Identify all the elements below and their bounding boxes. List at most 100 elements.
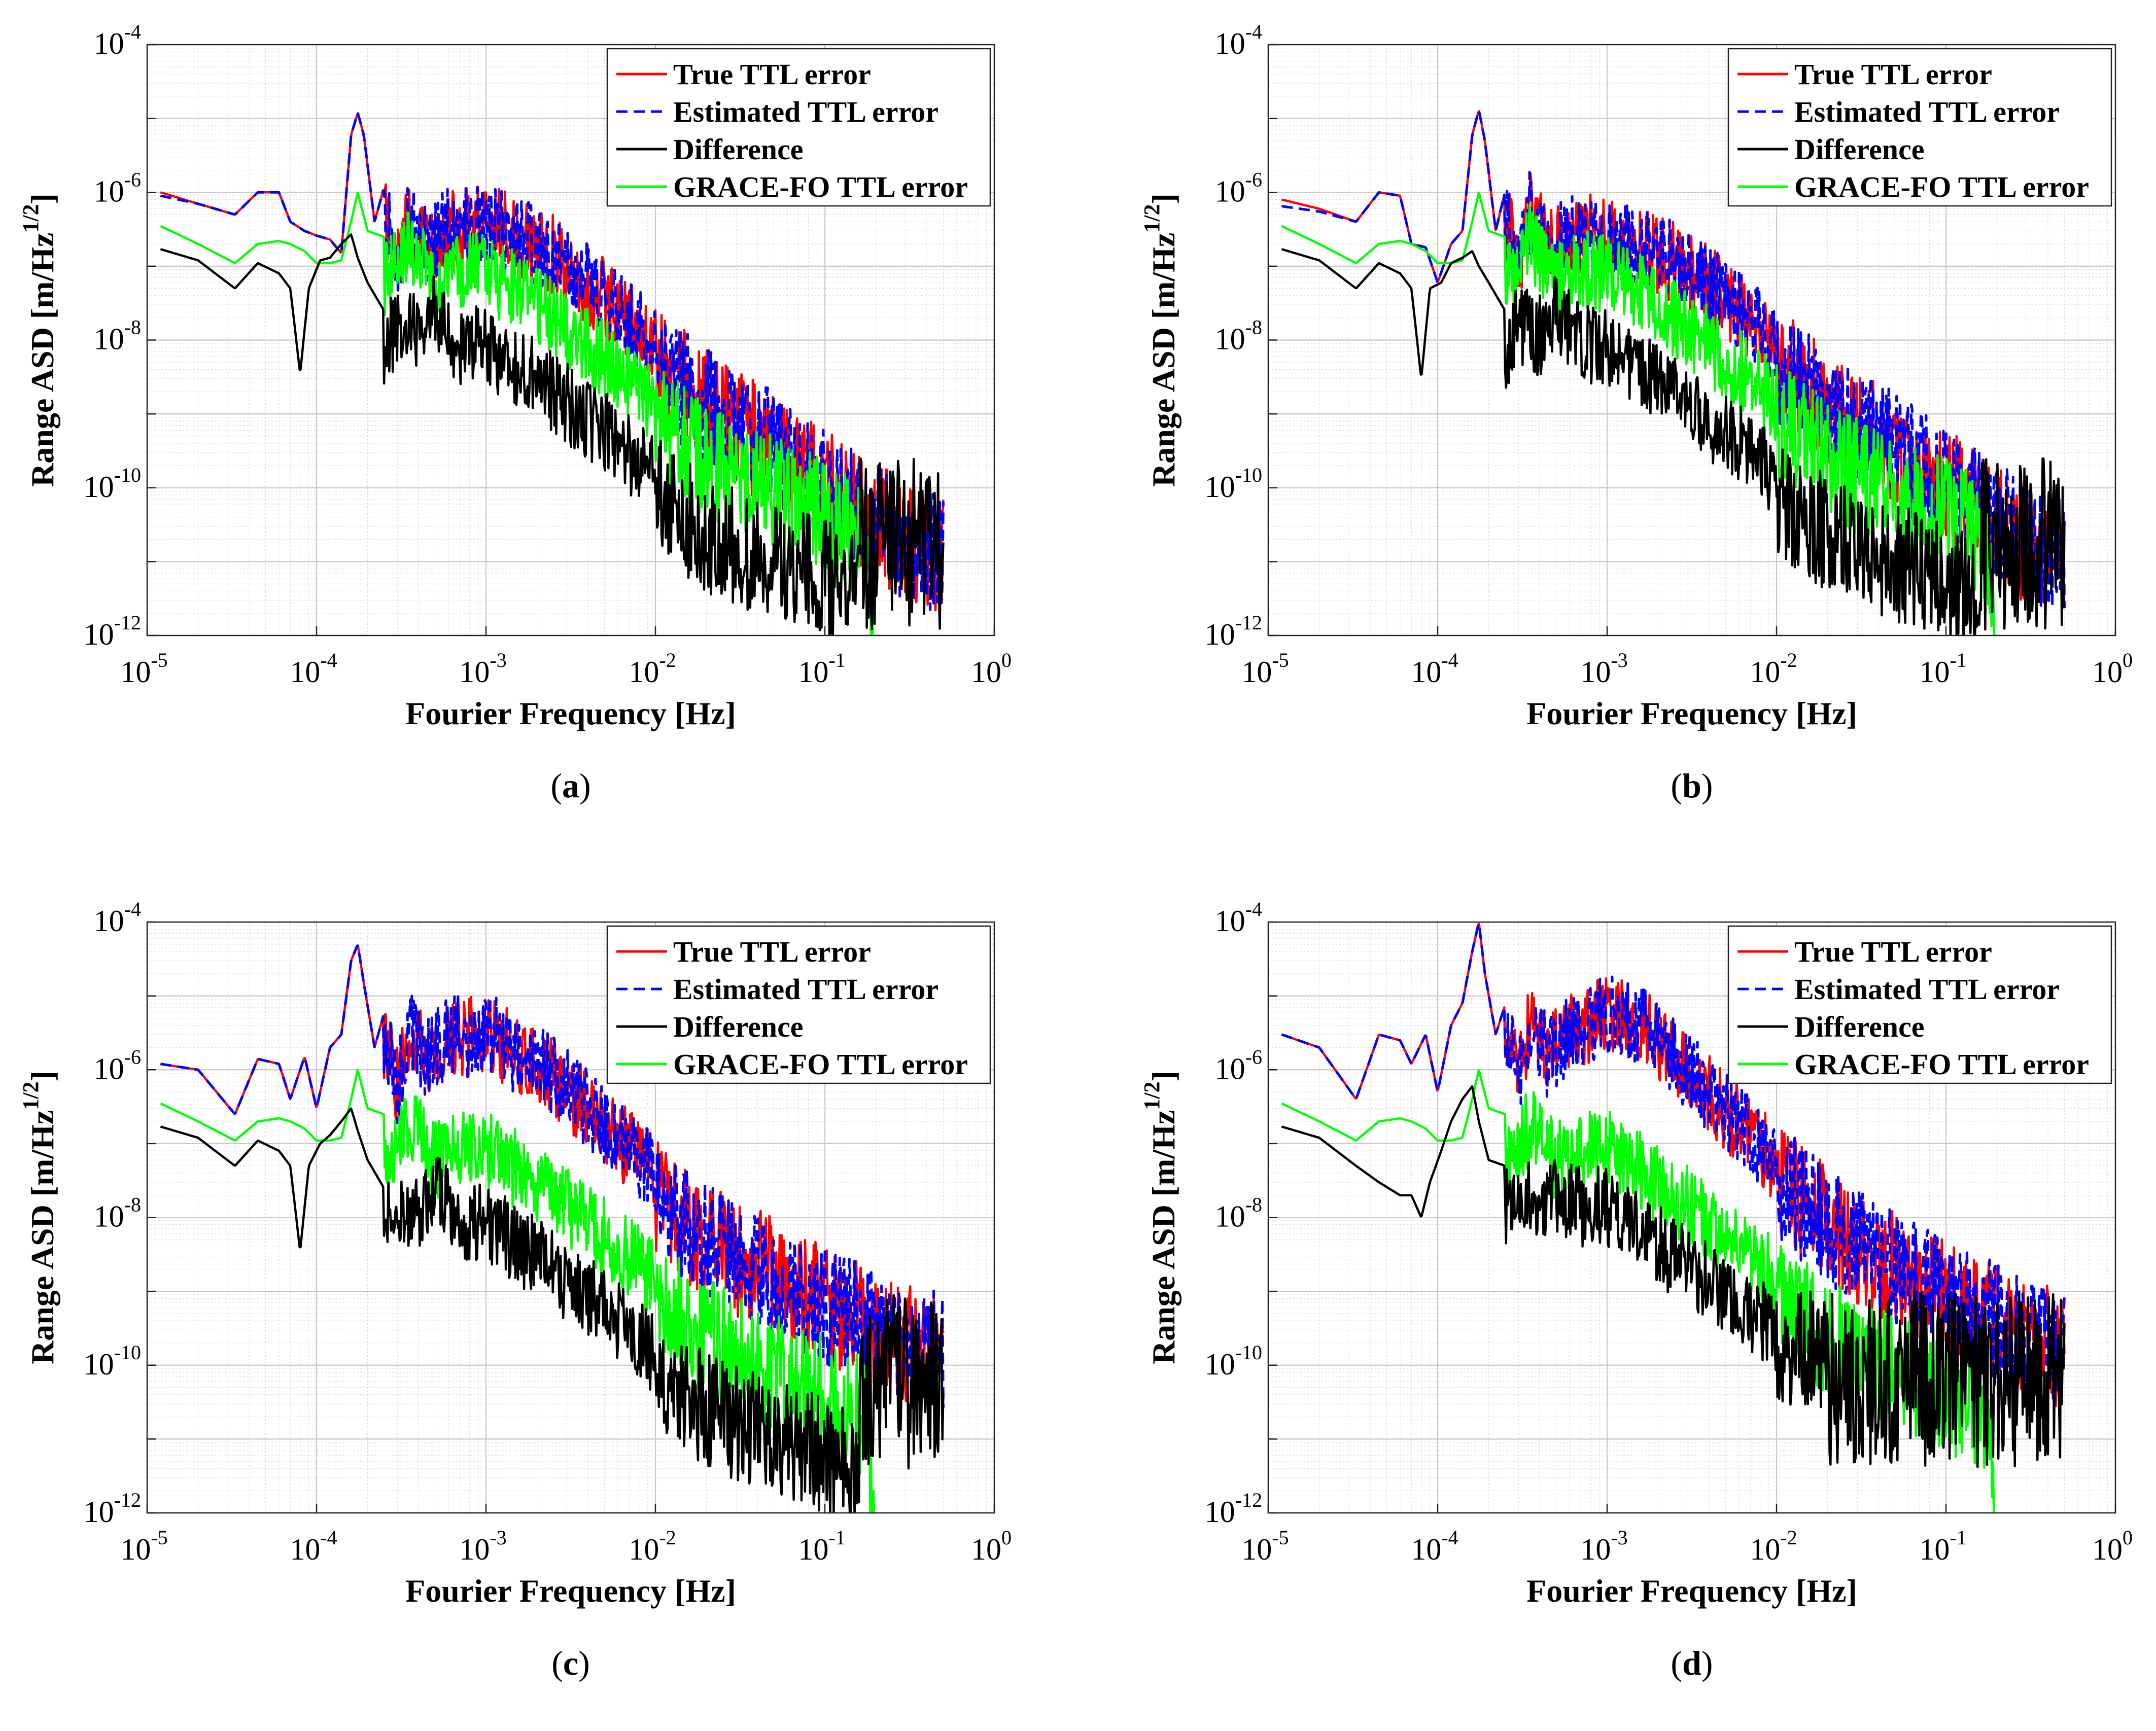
x-tick-label: 10-1 [1919,1526,1966,1566]
series-estimated-ttl-error [1281,923,2066,1403]
x-tick-label: 100 [971,1526,1012,1566]
series-group [160,112,945,635]
x-tick-label: 10-4 [290,649,337,689]
x-tick-label: 10-5 [120,1526,167,1566]
y-tick-label: 10-10 [1205,1341,1262,1381]
x-tick-label: 10-2 [629,649,676,689]
x-tick-label: 10-4 [1411,1526,1458,1566]
legend-entry: Estimated TTL error [1794,973,2060,1006]
y-tick-label: 10-10 [84,1341,141,1381]
chart-svg: 10-5 10-4 10-3 10-2 10-1 100 10-12 10-10 10-8 10-… [18,20,1012,731]
series-difference [160,1107,945,1513]
x-axis-label: Fourier Frequency [Hz] [405,1573,736,1609]
y-tick-label: 10-8 [94,1193,141,1233]
chart-svg: 10-5 10-4 10-3 10-2 10-1 100 10-12 10-10 10-8 10-… [18,898,1012,1609]
y-tick-label: 10-6 [94,168,141,208]
y-tick-label: 10-8 [1215,1193,1262,1233]
panel-caption: (a) [550,766,591,805]
y-axis-label: Range ASD [m/Hz1/2] [18,1071,60,1364]
y-tick-label: 10-6 [1215,168,1262,208]
x-tick-label: 10-3 [1580,649,1627,689]
y-tick-label: 10-4 [1215,898,1262,938]
y-tick-label: 10-12 [84,611,141,651]
series-grace-fo-ttl-error [160,1069,876,1513]
chart-panel-d: 10-5 10-4 10-3 10-2 10-1 100 10-12 10-10 10-8 10-… [1121,877,2156,1731]
x-axis-label: Fourier Frequency [Hz] [1526,695,1857,731]
y-tick-label: 10-6 [1215,1045,1262,1085]
x-tick-label: 100 [2092,649,2133,689]
legend-entry: Estimated TTL error [1794,95,2060,128]
legend-entry: GRACE-FO TTL error [1794,1048,2089,1081]
y-tick-label: 10-10 [1205,464,1262,504]
x-tick-label: 10-3 [459,1526,506,1566]
y-tick-label: 10-8 [1215,316,1262,356]
x-tick-label: 10-4 [1411,649,1458,689]
x-tick-label: 10-1 [798,1526,845,1566]
chart-panel-b: 10-5 10-4 10-3 10-2 10-1 100 10-12 10-10 10-8 10-… [1121,0,2156,854]
legend-entry: GRACE-FO TTL error [1794,170,2089,203]
x-tick-label: 10-2 [629,1526,676,1566]
legend-entry: Difference [1794,133,1925,166]
legend-entry: True TTL error [1794,935,1992,968]
x-tick-label: 10-5 [1241,1526,1289,1566]
legend-entry: Difference [673,133,804,166]
series-group [1281,110,2066,635]
series-grace-fo-ttl-error [1281,1069,1995,1513]
y-tick-label: 10-12 [84,1489,141,1529]
x-tick-label: 10-3 [1580,1526,1627,1566]
chart-panel-c: 10-5 10-4 10-3 10-2 10-1 100 10-12 10-10 10-8 10-… [0,877,1078,1731]
series-estimated-ttl-error [160,944,945,1408]
series-difference [1281,248,2066,635]
y-tick-label: 10-4 [94,20,141,60]
legend: True TTL error Estimated TTL error Differe… [1727,48,2112,207]
legend-box [1727,925,2112,1084]
legend-entry: True TTL error [673,58,871,91]
x-tick-label: 100 [971,649,1012,689]
x-tick-label: 100 [2092,1526,2133,1566]
series-grace-fo-ttl-error [160,191,874,635]
legend-entry: Estimated TTL error [673,95,938,128]
y-tick-label: 10-12 [1205,611,1262,651]
x-tick-label: 10-1 [798,649,845,689]
legend-box [1727,48,2112,207]
y-tick-label: 10-4 [94,898,141,938]
panel-caption: (d) [1671,1644,1713,1682]
legend-entry: Estimated TTL error [673,973,938,1006]
series-estimated-ttl-error [1281,110,2066,609]
legend-entry: Difference [673,1010,804,1043]
x-tick-label: 10-5 [1241,649,1289,689]
y-tick-label: 10-4 [1215,20,1262,60]
x-tick-label: 10-2 [1750,1526,1797,1566]
chart-svg: 10-5 10-4 10-3 10-2 10-1 100 10-12 10-10 10-8 10-… [1139,898,2133,1609]
legend-box [606,925,991,1084]
series-group [1281,923,2066,1513]
y-axis-label: Range ASD [m/Hz1/2] [1139,193,1181,487]
legend-entry: GRACE-FO TTL error [673,1048,968,1081]
legend: True TTL error Estimated TTL error Differe… [1727,925,2112,1084]
x-axis-label: Fourier Frequency [Hz] [1526,1573,1857,1609]
y-tick-label: 10-8 [94,316,141,356]
series-grace-fo-ttl-error [1281,191,1996,635]
legend-box [606,48,991,207]
x-tick-label: 10-3 [459,649,506,689]
panel-caption: (c) [551,1644,590,1682]
y-axis-label: Range ASD [m/Hz1/2] [18,193,60,487]
legend: True TTL error Estimated TTL error Differe… [606,48,991,207]
y-tick-label: 10-10 [84,464,141,504]
x-axis-label: Fourier Frequency [Hz] [405,695,736,731]
y-tick-label: 10-6 [94,1045,141,1085]
panel-caption: (b) [1671,766,1713,805]
series-group [160,944,945,1513]
y-axis-label: Range ASD [m/Hz1/2] [1139,1071,1181,1364]
x-tick-label: 10-1 [1919,649,1966,689]
legend: True TTL error Estimated TTL error Differe… [606,925,991,1084]
legend-entry: Difference [1794,1010,1925,1043]
chart-panel-a: 10-5 10-4 10-3 10-2 10-1 100 10-12 10-10 10-8 10-… [0,0,1078,854]
x-tick-label: 10-5 [120,649,167,689]
x-tick-label: 10-4 [290,1526,337,1566]
series-difference [160,233,945,635]
legend-entry: True TTL error [1794,58,1992,91]
x-tick-label: 10-2 [1750,649,1797,689]
chart-svg: 10-5 10-4 10-3 10-2 10-1 100 10-12 10-10 10-8 10-… [1139,20,2133,731]
series-difference [1281,1085,2066,1468]
